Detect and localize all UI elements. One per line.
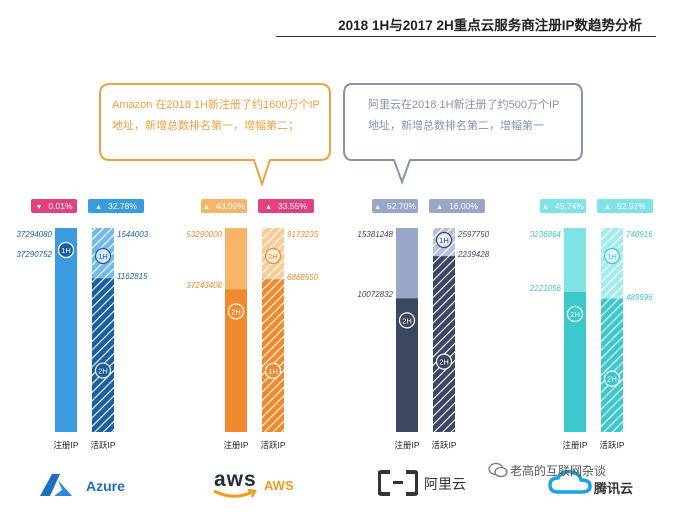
p3-active-marker-top-label: 1H	[607, 252, 617, 261]
p1-registered-2h-label: 37243408	[186, 281, 222, 291]
p1-active-top-label: 9173235	[287, 230, 319, 239]
p1-registered-caption: 注册IP	[223, 440, 249, 450]
p3-registered-1h-label: 3236864	[529, 230, 561, 239]
p3-registered-marker-low	[566, 305, 584, 323]
callout-text-aliyun: 阿里云在2018 1H新注册了约500万个IP地址，新增总数排名第二，增幅第一	[368, 99, 560, 132]
p2-registered-change-badge: ▲ 52.70%	[372, 199, 418, 213]
p2-active-caption: 活跃IP	[431, 440, 457, 450]
p1-registered-change-badge: ▲ 43.09%	[201, 199, 247, 213]
p3-registered-caption: 注册IP	[562, 440, 588, 450]
azure-logo-text: Azure	[86, 478, 125, 494]
p2-registered-caption: 注册IP	[394, 440, 420, 450]
arrow-up-icon: ▲	[374, 204, 382, 211]
p0-active-marker-low-label: 2H	[98, 367, 108, 376]
p2-active-marker-low	[435, 353, 453, 370]
p1-registered-marker-low	[227, 303, 245, 320]
p0-registered-caption: 注册IP	[53, 440, 79, 450]
p0-active-caption: 活跃IP	[90, 440, 116, 450]
arrow-down-icon: ▼	[35, 204, 43, 211]
p1-active-change-badge-value: 33.55%	[278, 201, 307, 211]
p0-registered-change-badge-value: 0.01%	[48, 201, 73, 211]
p2-active-low-label: 2239428	[458, 250, 490, 260]
arrow-up-icon: ▲	[436, 204, 444, 211]
p3-active-caption: 活跃IP	[599, 440, 625, 450]
arrow-up-icon: ▲	[95, 204, 103, 211]
p2-registered-bar-min	[396, 298, 418, 432]
p2-active-bar-min	[433, 256, 455, 432]
p0-active-change-badge: ▲ 32.78%	[88, 199, 144, 213]
p1-active-marker-top	[264, 247, 282, 265]
p0-registered-marker-low-label: 1H	[61, 246, 71, 255]
p3-active-marker-top	[603, 247, 621, 265]
p3-active-change-badge: ▲ 52.97%	[597, 199, 653, 213]
p3-active-marker-low	[603, 370, 621, 387]
p1-active-marker-low-label: 1H	[268, 367, 278, 376]
callout-bubble-aws	[99, 83, 331, 188]
p2-active-change-badge: ▲ 16.00%	[429, 199, 485, 213]
tencent-cloud-logo-text: 腾讯云	[594, 481, 634, 496]
chart-title: 2018 1H与2017 2H重点云服务商注册IP数趋势分析	[338, 18, 642, 33]
arrow-up-icon: ▲	[542, 204, 550, 211]
arrow-up-icon: ▲	[203, 204, 211, 211]
p0-active-top-label: 1544003	[117, 230, 149, 239]
p3-active-top-label: 748916	[626, 230, 653, 239]
p3-registered-change-badge-value: 45.74%	[555, 201, 584, 211]
p0-active-low-label: 1162815	[117, 272, 148, 282]
aliyun-logo-text: 阿里云	[424, 476, 466, 492]
p3-active-marker-low-label: 2H	[607, 375, 617, 384]
p0-active-marker-low	[94, 362, 112, 379]
p1-registered-marker-low-label: 2H	[231, 307, 241, 316]
azure-icon	[40, 474, 72, 496]
p2-registered-change-badge-value: 52.70%	[387, 201, 416, 211]
p0-active-change-badge-value: 32.78%	[108, 201, 137, 211]
p3-active-change-badge-value: 52.97%	[617, 201, 646, 211]
p0-active-bar-min	[92, 278, 114, 432]
p0-active-marker-top-label: 1H	[98, 252, 108, 261]
p3-registered-2h-label: 2221056	[529, 284, 561, 294]
p1-active-marker-low	[264, 362, 282, 380]
p0-active-marker-top	[94, 247, 112, 265]
p3-registered-change-badge: ▲ 45.74%	[540, 199, 586, 213]
callout-text-aws: Amazon 在2018 1H新注册了约1600万个IP地址，新增总数排名第一，…	[112, 99, 320, 132]
p0-registered-1h-label: 37290752	[16, 250, 52, 259]
p1-active-caption: 活跃IP	[260, 440, 286, 450]
p0-registered-2h-label: 37294080	[16, 230, 52, 239]
p2-registered-marker-low	[398, 312, 416, 329]
p2-registered-marker-low-label: 2H	[402, 316, 412, 325]
p0-registered-marker-low	[57, 241, 75, 259]
p3-registered-marker-low-label: 2H	[570, 310, 580, 319]
aws-smile-icon	[213, 489, 257, 498]
p0-registered-bar-min	[55, 228, 77, 432]
p2-active-marker-low-label: 2H	[439, 358, 449, 367]
p2-active-top-label: 2597750	[458, 230, 490, 239]
p2-active-change-badge-value: 16.00%	[449, 201, 478, 211]
p1-registered-change-badge-value: 43.09%	[216, 201, 245, 211]
arrow-up-icon: ▲	[604, 204, 612, 211]
p2-active-marker-top-label: 1H	[439, 236, 449, 245]
p1-registered-bar-min	[225, 289, 247, 432]
p0-registered-change-badge: ▼ 0.01%	[31, 199, 77, 213]
p1-active-low-label: 6868550	[287, 273, 319, 283]
p2-registered-2h-label: 10072832	[357, 290, 393, 300]
p3-active-low-label: 489596	[626, 292, 653, 302]
p1-active-marker-top-label: 2H	[268, 252, 278, 261]
title-underline	[276, 36, 656, 37]
callout-bubble-aliyun	[343, 83, 583, 185]
wechat-icon	[488, 462, 508, 478]
p2-active-marker-top	[435, 231, 453, 249]
p1-active-bar-min	[262, 279, 284, 432]
p1-registered-1h-label: 53290000	[186, 230, 222, 239]
watermark: 老高的互联网杂谈	[510, 464, 607, 478]
p2-registered-1h-label: 15381248	[357, 230, 393, 239]
aws-logo-text: aws	[214, 468, 257, 491]
p3-registered-bar-min	[564, 292, 586, 432]
aws-name-label: AWS	[264, 478, 294, 493]
p1-active-change-badge: ▲ 33.55%	[258, 199, 314, 213]
p3-active-bar-min	[601, 298, 623, 432]
aliyun-icon	[378, 470, 418, 496]
arrow-up-icon: ▲	[265, 204, 273, 211]
tencent-cloud-icon	[548, 470, 592, 494]
